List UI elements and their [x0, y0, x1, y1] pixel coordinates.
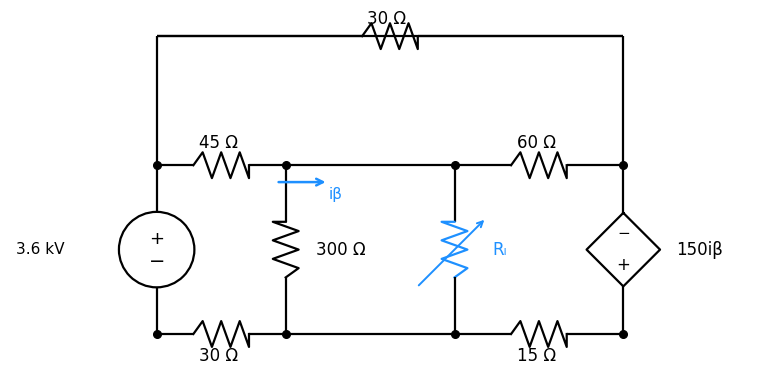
Text: 150iβ: 150iβ — [676, 241, 723, 259]
Text: −: − — [149, 252, 165, 271]
Text: +: + — [616, 257, 630, 275]
Text: 300 Ω: 300 Ω — [316, 241, 365, 259]
Text: −: − — [617, 226, 630, 241]
Text: +: + — [149, 230, 164, 248]
Text: 30 Ω: 30 Ω — [199, 347, 238, 365]
Text: 15 Ω: 15 Ω — [517, 347, 557, 365]
Text: 30 Ω: 30 Ω — [368, 10, 406, 28]
Text: Rₗ: Rₗ — [492, 241, 507, 259]
Text: 45 Ω: 45 Ω — [199, 135, 238, 152]
Text: iβ: iβ — [328, 186, 342, 202]
Text: 3.6 kV: 3.6 kV — [16, 242, 65, 257]
Text: 60 Ω: 60 Ω — [518, 135, 557, 152]
